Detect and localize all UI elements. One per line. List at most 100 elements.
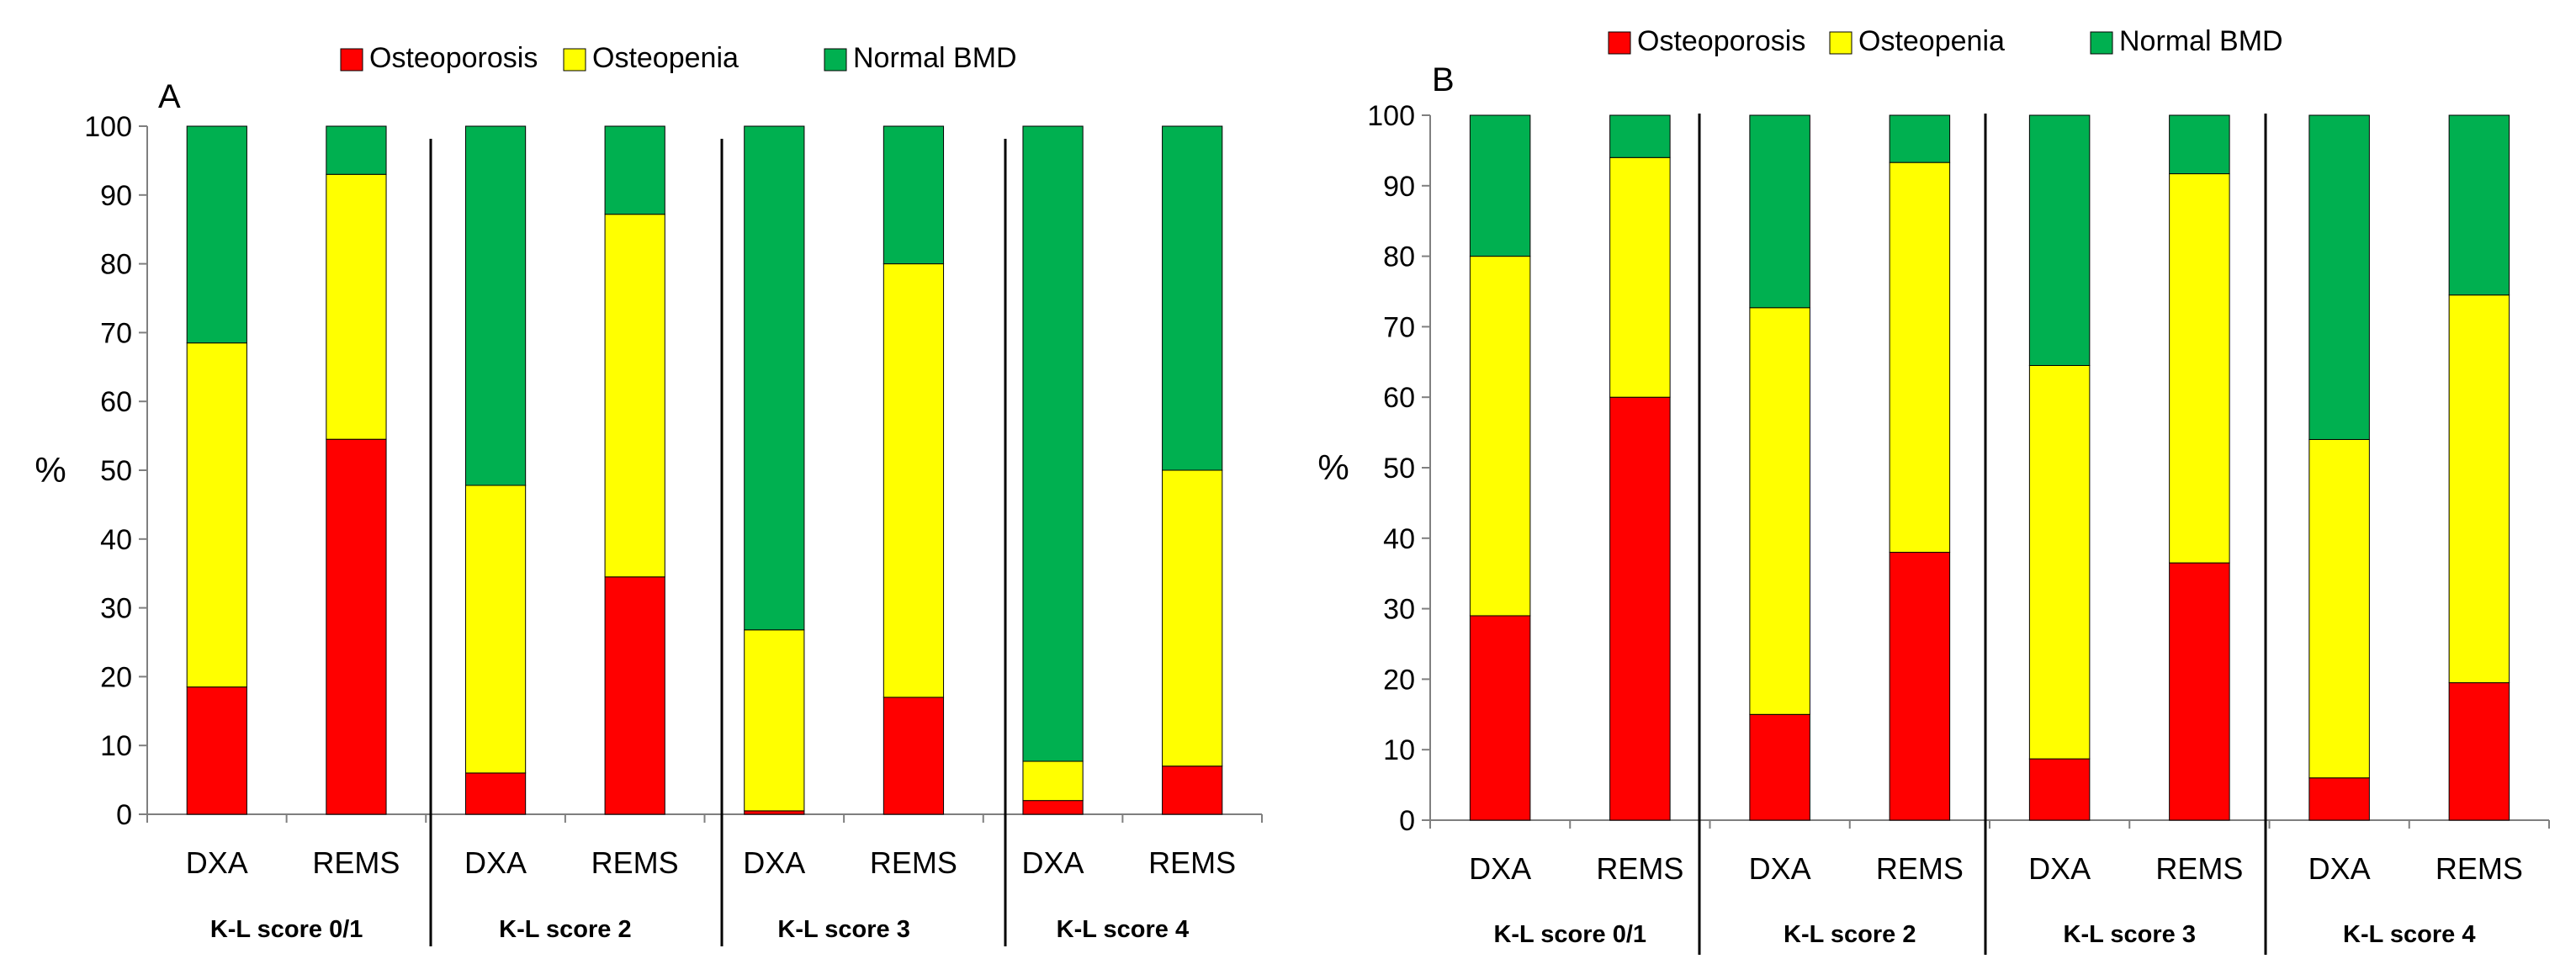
panel-b-bar-3-osteoporosis [1749,713,1810,821]
panel-a-y-tick-label-70: 70 [100,317,132,349]
panel-a-category-label-1: DXA [186,845,248,880]
panel-b-category-label-7: DXA [2308,851,2371,886]
panel-b-bar-1-osteoporosis [1469,615,1531,821]
panel-a-category-label-5: DXA [743,845,805,880]
panel-b-group-label-2: K-L score 2 [1784,921,1916,948]
panel-a-legend-label-normal-bmd: Normal BMD [853,42,1017,74]
panel-a-bar-2-osteopenia [326,173,387,440]
panel-a-category-label-4: REMS [591,845,679,880]
panel-b-bar-1-osteopenia [1469,256,1531,617]
panel-b-y-tick-label-60: 60 [1383,382,1415,414]
panel-a-y-tick-label-90: 90 [100,180,132,212]
panel-b-bar-4-osteopenia [1889,162,1951,554]
panel-b-legend-swatch-osteoporosis [1608,31,1631,55]
panel-b-y-tick-label-30: 30 [1383,594,1415,626]
panel-a-bar-4-normal-bmd [604,125,665,215]
panel-a-category-label-2: REMS [312,845,400,880]
panel-b-label: B [1432,61,1455,98]
panel-b-bar-6-osteoporosis [2169,562,2230,821]
panel-b-bar-2-osteopenia [1609,156,1671,398]
panel-a-bar-7-osteopenia [1022,760,1084,802]
panel-a-legend-swatch-osteopenia [563,48,586,72]
panel-a-bar-8-osteoporosis [1162,765,1223,815]
panel-b-y-tick-label-50: 50 [1383,453,1415,485]
panel-a-label: A [158,78,181,115]
panel-b-y-tick-label-0: 0 [1399,805,1415,837]
panel-b-bar-7-osteopenia [2308,438,2370,779]
panel-b-bar-1-normal-bmd [1469,114,1531,257]
panel-b-group-label-1: K-L score 0/1 [1493,921,1646,948]
panel-a-y-tick-label-80: 80 [100,249,132,281]
panel-a-group-label-1: K-L score 0/1 [210,916,363,943]
panel-a-bar-3-normal-bmd [464,125,527,486]
panel-a-bar-4-osteopenia [604,214,665,578]
panel-a-y-tick-label-30: 30 [100,593,132,625]
panel-a-bar-5-osteoporosis [744,810,805,815]
panel-a-y-tick-label-100: 100 [84,111,132,143]
panel-a-legend-label-osteoporosis: Osteoporosis [369,42,538,74]
panel-b-legend-swatch-normal-bmd [2090,31,2113,55]
panel-b-legend-label-osteopenia: Osteopenia [1858,25,2005,57]
panel-a-legend-swatch-normal-bmd [824,48,847,72]
panel-b-category-label-2: REMS [1596,851,1683,886]
panel-a-y-tick-label-20: 20 [100,661,132,693]
panel-b-category-label-1: DXA [1469,851,1531,886]
panel-b-y-tick-label-90: 90 [1383,171,1415,203]
panel-a-bar-5-osteopenia [744,629,805,812]
panel-b-y-tick-label-40: 40 [1383,523,1415,555]
panel-a-bar-7-normal-bmd [1022,125,1084,762]
panel-b-bar-6-normal-bmd [2169,114,2230,175]
panel-a-y-tick-label-50: 50 [100,455,132,487]
panel-b-bar-4-normal-bmd [1889,114,1951,163]
panel-a-bar-4-osteoporosis [604,576,665,815]
panel-b-y-tick-label-10: 10 [1383,734,1415,766]
panel-b-category-label-4: REMS [1876,851,1964,886]
panel-a-bar-2-osteoporosis [326,438,387,815]
panel-b-category-label-6: REMS [2155,851,2243,886]
panel-a-y-tick-label-40: 40 [100,524,132,556]
panel-b-bar-3-osteopenia [1749,307,1810,715]
panel-b-bar-7-osteoporosis [2308,777,2370,821]
panel-b-y-tick-label-100: 100 [1367,100,1415,132]
panel-a-group-label-3: K-L score 3 [777,916,909,943]
panel-a-bar-8-osteopenia [1162,469,1223,767]
panel-a-bar-3-osteopenia [464,485,527,774]
panel-a-bar-8-normal-bmd [1162,125,1223,471]
panel-b-group-label-4: K-L score 4 [2343,921,2475,948]
panel-a-group-label-2: K-L score 2 [499,916,631,943]
panel-b-bar-4-osteoporosis [1889,552,1951,821]
panel-a-category-label-7: DXA [1022,845,1084,880]
panel-a-bar-6-normal-bmd [883,125,945,265]
panel-b-legend-swatch-osteopenia [1829,31,1852,55]
panel-b-bar-2-osteoporosis [1609,396,1671,821]
panel-a-y-axis-title: % [34,450,66,490]
panel-a-category-label-3: DXA [464,845,527,880]
panel-b-bar-3-normal-bmd [1749,114,1810,309]
panel-a-legend-swatch-osteoporosis [340,48,363,72]
panel-a-bar-6-osteopenia [883,263,945,698]
panel-b-bar-2-normal-bmd [1609,114,1671,158]
panel-b-bar-5-osteopenia [2028,364,2091,760]
panel-a-legend-label-osteopenia: Osteopenia [592,42,739,74]
panel-b-bar-8-normal-bmd [2448,114,2510,296]
panel-a-bar-1-osteoporosis [186,686,247,815]
panel-a-bar-7-osteoporosis [1022,800,1084,815]
panel-b-y-tick-label-80: 80 [1383,241,1415,273]
panel-b-legend-label-normal-bmd: Normal BMD [2119,25,2283,57]
panel-b-y-tick-label-70: 70 [1383,311,1415,343]
panel-a-bar-3-osteoporosis [464,772,527,815]
panel-a-category-label-6: REMS [870,845,957,880]
panel-a-bar-5-normal-bmd [744,125,805,631]
panel-b-bar-8-osteoporosis [2448,682,2510,821]
panel-b-bar-8-osteopenia [2448,294,2510,684]
panel-b-y-axis-title: % [1317,448,1349,487]
panel-a-category-label-8: REMS [1148,845,1236,880]
panel-a-y-tick-label-60: 60 [100,386,132,418]
panel-b-category-label-5: DXA [2028,851,2091,886]
panel-a-bar-1-osteopenia [186,342,247,688]
panel-b-bar-6-osteopenia [2169,173,2230,564]
panel-b-category-label-8: REMS [2436,851,2523,886]
panel-a-group-label-4: K-L score 4 [1057,916,1189,943]
